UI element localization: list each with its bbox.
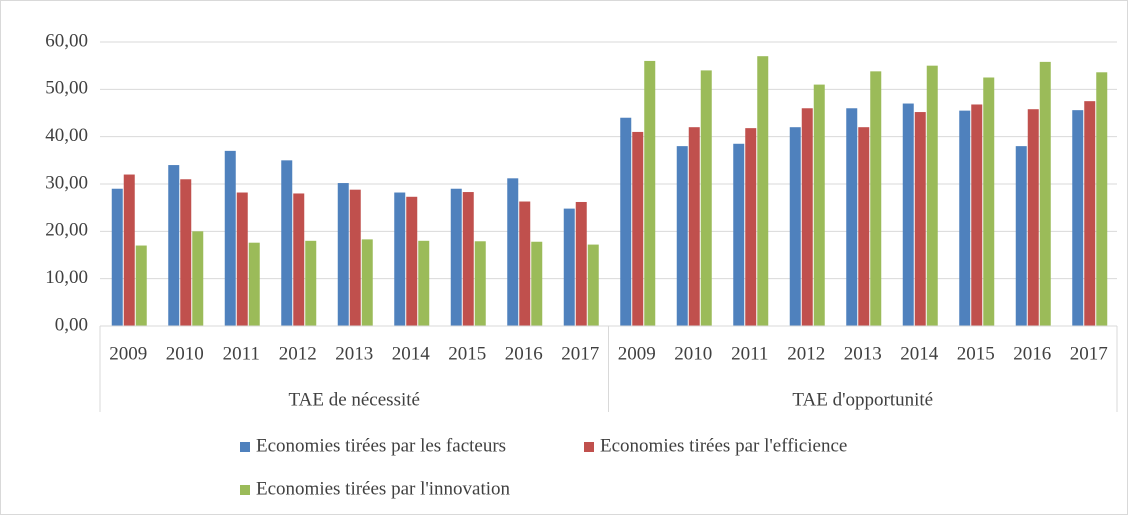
group-label: TAE de nécessité [289, 389, 420, 410]
x-tick-label: 2017 [561, 343, 599, 364]
y-tick-label: 30,00 [45, 172, 88, 193]
x-tick-label: 2012 [279, 343, 317, 364]
bar [983, 77, 995, 326]
bar [248, 242, 260, 326]
bar [293, 193, 305, 326]
bar [971, 104, 983, 326]
x-tick-label: 2013 [844, 343, 882, 364]
bar [846, 108, 858, 327]
bar [757, 56, 769, 326]
bar [644, 60, 656, 326]
legend-swatch [240, 485, 250, 495]
x-tick-label: 2017 [1070, 343, 1108, 364]
bar [688, 127, 700, 326]
x-tick-label: 2016 [505, 343, 543, 364]
bar [745, 128, 757, 326]
bar [337, 183, 349, 326]
bar [1027, 109, 1039, 326]
legend-label: Economies tirées par l'innovation [256, 478, 511, 499]
group-label: TAE d'opportunité [792, 389, 933, 410]
bar [406, 196, 418, 326]
bar [531, 241, 543, 326]
bar [281, 160, 293, 326]
y-tick-label: 60,00 [45, 30, 88, 51]
x-tick-label: 2012 [787, 343, 825, 364]
bar [801, 108, 813, 327]
legend-label: Economies tirées par l'efficience [600, 435, 847, 456]
bar [349, 189, 361, 326]
bar [789, 127, 801, 326]
bar [123, 174, 135, 326]
bar [1039, 61, 1051, 326]
bar [733, 143, 745, 326]
bar [462, 192, 474, 326]
y-tick-label: 10,00 [45, 267, 88, 288]
bar [926, 65, 938, 327]
legend-swatch [584, 442, 594, 452]
bar [870, 71, 882, 326]
x-tick-label: 2011 [223, 343, 260, 364]
x-tick-label: 2010 [674, 343, 712, 364]
x-tick-label: 2009 [109, 343, 147, 364]
bar [1015, 146, 1027, 326]
bar [813, 84, 825, 326]
x-tick-label: 2013 [335, 343, 373, 364]
bar [1096, 72, 1108, 326]
bar [1072, 110, 1084, 326]
x-tick-label: 2015 [448, 343, 486, 364]
bar [236, 192, 248, 326]
bar [305, 240, 317, 326]
bar [361, 239, 373, 326]
bar [575, 201, 587, 326]
bar [180, 179, 192, 326]
x-tick-label: 2014 [392, 343, 431, 364]
bar [474, 241, 486, 326]
bar [394, 192, 406, 326]
bar [1084, 101, 1096, 327]
bar [507, 178, 519, 326]
bar [192, 231, 204, 326]
x-tick-label: 2011 [731, 343, 768, 364]
bar [418, 240, 430, 326]
bar [620, 117, 632, 326]
x-tick-label: 2009 [618, 343, 656, 364]
x-tick-label: 2010 [166, 343, 204, 364]
bar [676, 146, 688, 326]
legend-swatch [240, 442, 250, 452]
bar [135, 245, 147, 326]
y-tick-label: 40,00 [45, 125, 88, 146]
bar [858, 127, 870, 326]
bar [519, 201, 531, 326]
bar [168, 165, 180, 326]
bar [450, 188, 462, 326]
bar [224, 150, 236, 326]
bar [902, 103, 914, 327]
bar [700, 70, 712, 327]
legend-label: Economies tirées par les facteurs [256, 435, 506, 456]
bar [632, 131, 644, 326]
x-tick-label: 2015 [957, 343, 995, 364]
bar [914, 112, 926, 326]
bar [111, 188, 123, 326]
y-tick-label: 20,00 [45, 220, 88, 241]
bar [587, 244, 599, 326]
x-tick-label: 2016 [1013, 343, 1051, 364]
bar [959, 110, 971, 326]
x-tick-label: 2014 [900, 343, 939, 364]
y-tick-label: 50,00 [45, 78, 88, 99]
y-tick-label: 0,00 [55, 314, 88, 335]
bar [563, 208, 575, 326]
